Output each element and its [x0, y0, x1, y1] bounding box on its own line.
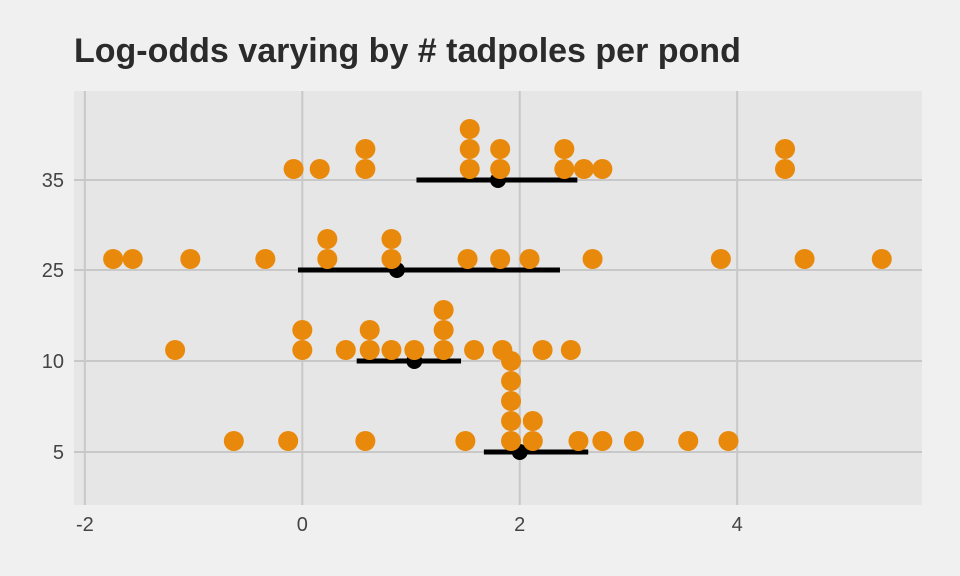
data-point	[223, 431, 244, 451]
data-point	[718, 431, 739, 451]
data-point	[165, 340, 186, 360]
data-point	[568, 431, 589, 451]
data-point	[532, 340, 553, 360]
data-point	[355, 159, 376, 179]
y-tick-label: 5	[53, 442, 64, 464]
data-point	[490, 159, 511, 179]
data-point	[794, 249, 815, 269]
y-tick-label: 10	[42, 351, 64, 373]
data-point	[381, 229, 402, 249]
data-point	[355, 139, 376, 159]
data-point	[180, 249, 201, 269]
data-point	[519, 249, 540, 269]
data-point	[623, 431, 644, 451]
data-point	[404, 340, 425, 360]
data-point	[455, 431, 476, 451]
data-point	[554, 159, 575, 179]
data-point	[122, 249, 143, 269]
data-point	[775, 159, 796, 179]
data-point	[592, 159, 613, 179]
data-point	[278, 431, 299, 451]
x-tick-label: 2	[514, 514, 525, 536]
data-point	[292, 340, 313, 360]
data-point	[501, 371, 522, 391]
data-point	[775, 139, 796, 159]
data-point	[359, 340, 380, 360]
data-point	[255, 249, 276, 269]
data-point	[381, 340, 402, 360]
data-point	[283, 159, 304, 179]
y-tick-label: 25	[42, 260, 64, 282]
data-point	[433, 340, 454, 360]
data-point	[309, 159, 330, 179]
data-point	[359, 320, 380, 340]
data-point	[433, 300, 454, 320]
data-point	[554, 139, 575, 159]
x-tick-label: 0	[297, 514, 308, 536]
data-point	[457, 249, 478, 269]
x-tick-label: 4	[732, 514, 743, 536]
x-tick-label: -2	[76, 514, 94, 536]
data-point	[459, 159, 480, 179]
data-point	[381, 249, 402, 269]
data-point	[103, 249, 124, 269]
data-point	[433, 320, 454, 340]
data-point	[871, 249, 892, 269]
data-point	[501, 391, 522, 411]
data-points	[103, 119, 892, 451]
chart-title: Log-odds varying by # tadpoles per pond	[74, 32, 741, 70]
data-point	[464, 340, 485, 360]
data-point	[317, 249, 338, 269]
data-point	[573, 159, 594, 179]
y-tick-label: 35	[42, 170, 64, 192]
data-point	[292, 320, 313, 340]
data-point	[492, 340, 513, 360]
data-point	[317, 229, 338, 249]
data-point	[592, 431, 613, 451]
data-point	[710, 249, 731, 269]
data-point	[522, 411, 543, 431]
data-point	[355, 431, 376, 451]
data-point	[490, 249, 511, 269]
data-point	[560, 340, 581, 360]
data-point	[501, 411, 522, 431]
data-point	[582, 249, 603, 269]
data-point	[678, 431, 699, 451]
data-point	[459, 139, 480, 159]
data-point	[501, 431, 522, 451]
data-point	[522, 431, 543, 451]
axes: -2 0 2 4 5 10 25 35	[42, 170, 743, 536]
data-point	[335, 340, 356, 360]
data-point	[490, 139, 511, 159]
data-point	[459, 119, 480, 139]
